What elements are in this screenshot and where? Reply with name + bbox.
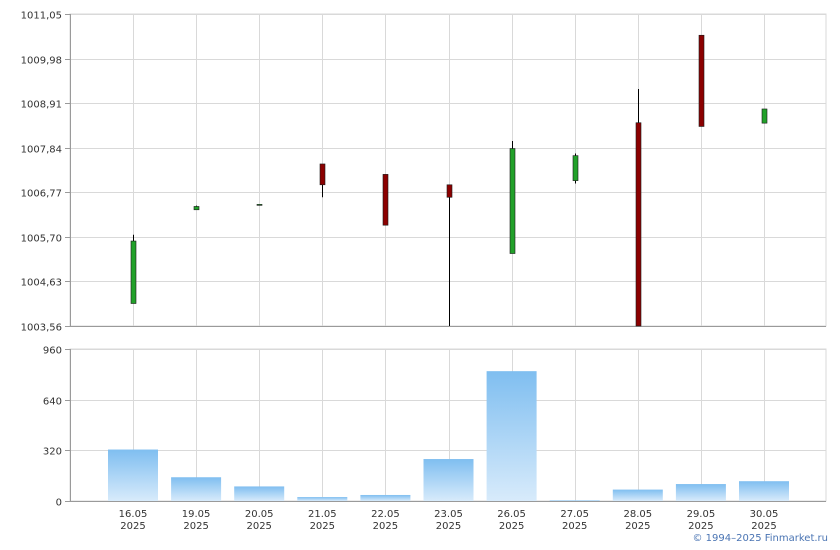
- copyright-footer[interactable]: © 1994–2025 Finmarket.ru: [692, 533, 828, 544]
- candle-body: [446, 184, 453, 198]
- x-tick-label-date: 22.05: [371, 509, 400, 520]
- volume-bar: [486, 371, 537, 501]
- x-tick-label-year: 2025: [246, 521, 271, 532]
- volume-bar: [234, 486, 285, 501]
- x-tick-label-date: 30.05: [750, 509, 779, 520]
- candle-body: [572, 155, 579, 181]
- price-y-tick-label: 1011,05: [21, 11, 62, 22]
- price-y-tick-label: 1004,63: [21, 278, 62, 289]
- x-tick-label-year: 2025: [751, 521, 776, 532]
- price-y-tick-label: 1008,91: [21, 100, 62, 111]
- x-tick-label-date: 21.05: [308, 509, 337, 520]
- x-tick-label-date: 27.05: [560, 509, 589, 520]
- volume-y-tick-label: 640: [43, 397, 62, 408]
- volume-bar: [675, 484, 726, 501]
- volume-y-tick-label: 320: [43, 447, 62, 458]
- candle-body: [509, 148, 516, 254]
- candle-body: [698, 34, 705, 127]
- price-chart: 1011,05 1009,98 1008,91 1007,84 1006,77 1005,…: [21, 11, 827, 334]
- volume-bar: [171, 477, 222, 501]
- volume-bar: [423, 459, 474, 501]
- volume-y-tick-label: 960: [43, 346, 62, 357]
- x-tick-label-date: 20.05: [245, 509, 274, 520]
- volume-bar: [549, 500, 600, 501]
- price-y-tick-label: 1003,56: [21, 323, 62, 334]
- x-tick-label-year: 2025: [373, 521, 398, 532]
- volume-chart: 960640320016.05202519.05202520.05202521.…: [43, 346, 827, 532]
- candle-body: [256, 204, 263, 206]
- x-tick-label-date: 26.05: [497, 509, 526, 520]
- volume-y-tick-label: 0: [56, 498, 62, 509]
- price-y-tick-label: 1009,98: [21, 56, 62, 67]
- x-tick-label-year: 2025: [183, 521, 208, 532]
- price-y-tick-label: 1005,70: [21, 234, 62, 245]
- candle-body: [635, 122, 642, 327]
- x-tick-label-date: 16.05: [119, 509, 148, 520]
- volume-bar: [612, 489, 663, 501]
- x-tick-label-year: 2025: [120, 521, 145, 532]
- price-y-tick-label: 1006,77: [21, 189, 62, 200]
- x-tick-label-date: 23.05: [434, 509, 463, 520]
- x-tick-label-year: 2025: [436, 521, 461, 532]
- x-tick-label-year: 2025: [499, 521, 524, 532]
- volume-bar: [108, 449, 158, 501]
- price-plot-area: [69, 13, 827, 327]
- x-tick-label-year: 2025: [562, 521, 587, 532]
- candle-body: [382, 174, 389, 226]
- price-y-tick-label: 1007,84: [21, 145, 62, 156]
- volume-bar: [360, 494, 411, 501]
- volume-bar: [297, 497, 348, 501]
- x-tick-label-date: 28.05: [623, 509, 652, 520]
- x-tick-label-year: 2025: [688, 521, 713, 532]
- volume-bar: [739, 481, 789, 501]
- candle-body: [761, 108, 768, 124]
- x-tick-label-date: 19.05: [182, 509, 211, 520]
- candle-body: [130, 240, 137, 304]
- x-tick-label-year: 2025: [625, 521, 650, 532]
- candle-body: [319, 163, 326, 186]
- candle-body: [193, 206, 200, 211]
- x-tick-label-year: 2025: [310, 521, 335, 532]
- x-tick-label-date: 29.05: [687, 509, 716, 520]
